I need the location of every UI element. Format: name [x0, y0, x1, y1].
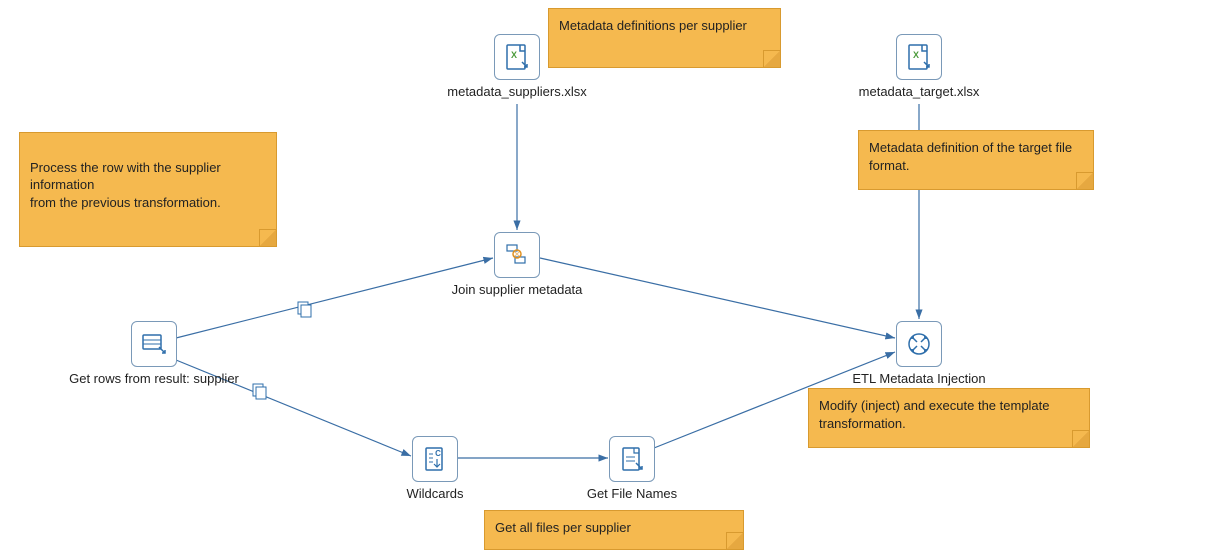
note-text: Metadata definition of the target file f… [869, 140, 1072, 173]
note-text: Modify (inject) and execute the template… [819, 398, 1050, 431]
svg-text:X: X [913, 50, 919, 60]
copy-rows-icon [251, 382, 269, 400]
step-get-file-names[interactable]: Get File Names [572, 436, 692, 501]
note-inject[interactable]: Modify (inject) and execute the template… [808, 388, 1090, 448]
get-file-names-icon [609, 436, 655, 482]
svg-text:C: C [435, 449, 441, 458]
step-get-rows[interactable]: Get rows from result: supplier [54, 321, 254, 386]
note-get-files[interactable]: Get all files per supplier [484, 510, 744, 550]
excel-input-icon: X [494, 34, 540, 80]
rows-from-result-icon [131, 321, 177, 367]
step-label: Join supplier metadata [432, 282, 602, 297]
step-wildcards[interactable]: C Wildcards [395, 436, 475, 501]
step-label: Get File Names [572, 486, 692, 501]
step-label: ETL Metadata Injection [834, 371, 1004, 386]
note-text: Metadata definitions per supplier [559, 18, 747, 33]
step-etl-metadata-injection[interactable]: ETL Metadata Injection [834, 321, 1004, 386]
step-metadata-target[interactable]: X metadata_target.xlsx [839, 34, 999, 99]
copy-rows-icon [296, 300, 314, 318]
step-metadata-suppliers[interactable]: X metadata_suppliers.xlsx [432, 34, 602, 99]
note-text: Process the row with the supplier inform… [30, 160, 221, 210]
constant-icon: C [412, 436, 458, 482]
step-label: metadata_suppliers.xlsx [432, 84, 602, 99]
note-metadata-target[interactable]: Metadata definition of the target file f… [858, 130, 1094, 190]
step-label: Wildcards [395, 486, 475, 501]
diagram-canvas: Metadata definitions per supplier Proces… [0, 0, 1209, 556]
svg-text:X: X [511, 50, 517, 60]
metadata-injection-icon [896, 321, 942, 367]
note-process-row[interactable]: Process the row with the supplier inform… [19, 132, 277, 247]
excel-input-icon: X [896, 34, 942, 80]
note-text: Get all files per supplier [495, 520, 631, 535]
step-label: metadata_target.xlsx [839, 84, 999, 99]
step-join-supplier[interactable]: Join supplier metadata [432, 232, 602, 297]
merge-join-icon [494, 232, 540, 278]
step-label: Get rows from result: supplier [54, 371, 254, 386]
